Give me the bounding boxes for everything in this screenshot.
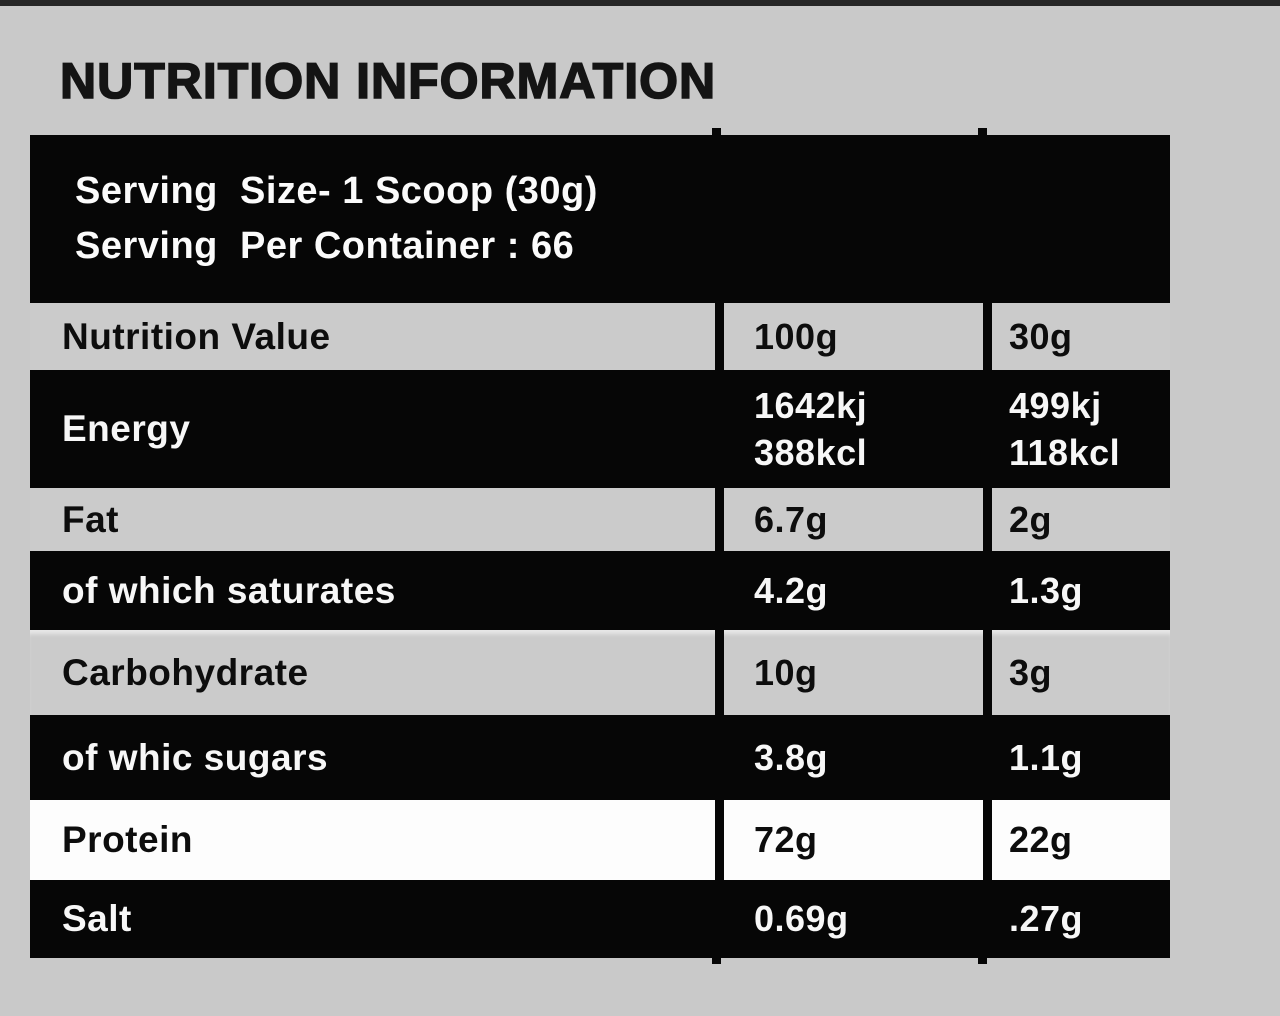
- nutrition-table: Serving Size- 1 Scoop (30g) Serving Per …: [30, 135, 1170, 958]
- row-value-per-100g: 10g: [715, 630, 983, 715]
- header-label: Nutrition Value: [62, 315, 331, 357]
- energy-kj-100g: 1642kj: [754, 385, 868, 426]
- column-divider-tick: [712, 128, 721, 137]
- page-title: NUTRITION INFORMATION: [59, 52, 717, 110]
- header-col-100g: 100g: [715, 303, 983, 370]
- row-value-per-100g: 4.2g: [715, 551, 983, 630]
- row-value-per-30g: 1.3g: [983, 551, 1170, 630]
- row-label: of which saturates: [62, 569, 396, 611]
- energy-kcl-30g: 118kcl: [1009, 432, 1121, 473]
- photo-top-edge: [0, 0, 1280, 6]
- row-label: Salt: [62, 898, 132, 939]
- table-row-carbohydrate: Carbohydrate 10g 3g: [30, 630, 1170, 715]
- row-value-per-30g: 499kj 118kcl: [983, 370, 1170, 488]
- table-row-protein: Protein 72g 22g: [30, 800, 1170, 880]
- column-divider-tick: [712, 955, 721, 964]
- row-label: Protein: [62, 819, 193, 860]
- table-row-sugars: of whic sugars 3.8g 1.1g: [30, 715, 1170, 800]
- row-value-per-100g: 72g: [715, 800, 983, 880]
- row-value-per-100g: 6.7g: [715, 488, 983, 551]
- column-divider-tick: [978, 128, 987, 137]
- energy-kj-30g: 499kj: [1009, 385, 1102, 426]
- row-label: of whic sugars: [62, 736, 329, 778]
- row-label: Energy: [62, 408, 191, 449]
- row-label: Carbohydrate: [62, 651, 309, 693]
- row-value-per-100g: 0.69g: [715, 880, 983, 958]
- table-row-energy: Energy 1642kj 388kcl 499kj 118kcl: [30, 370, 1170, 488]
- row-value-per-30g: 3g: [983, 630, 1170, 715]
- row-value-per-100g: 3.8g: [715, 715, 983, 800]
- header-col-30g: 30g: [983, 303, 1170, 370]
- table-header-row: Nutrition Value 100g 30g: [30, 303, 1170, 370]
- row-label: Fat: [62, 498, 119, 540]
- table-row-fat: Fat 6.7g 2g: [30, 488, 1170, 551]
- energy-kcl-100g: 388kcl: [754, 432, 868, 473]
- serving-per-container-line: Serving Per Container : 66: [75, 225, 575, 267]
- serving-info-box: Serving Size- 1 Scoop (30g) Serving Per …: [30, 135, 1170, 303]
- row-value-per-100g: 1642kj 388kcl: [715, 370, 983, 488]
- row-value-per-30g: .27g: [983, 880, 1170, 958]
- row-value-per-30g: 1.1g: [983, 715, 1170, 800]
- table-row-salt: Salt 0.69g .27g: [30, 880, 1170, 958]
- serving-size-line: Serving Size- 1 Scoop (30g): [75, 170, 598, 212]
- row-value-per-30g: 22g: [983, 800, 1170, 880]
- row-value-per-30g: 2g: [983, 488, 1170, 551]
- column-divider-tick: [978, 955, 987, 964]
- table-row-saturates: of which saturates 4.2g 1.3g: [30, 551, 1170, 630]
